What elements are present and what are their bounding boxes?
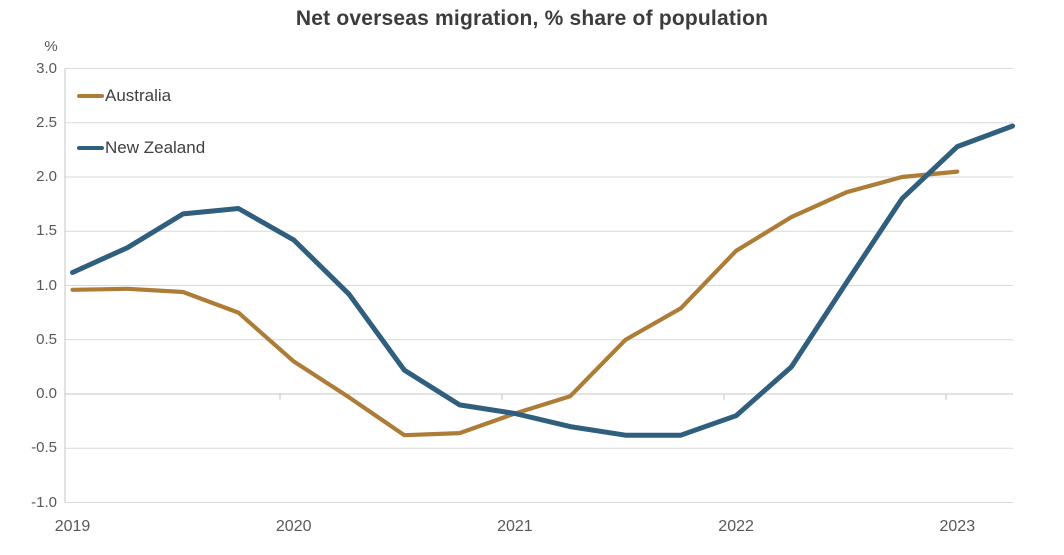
- y-tick-label: -1.0: [31, 493, 57, 511]
- legend-item-new-zealand: New Zealand: [77, 137, 205, 159]
- x-tick-label: 2023: [939, 518, 976, 535]
- x-tick-label: 2019: [54, 518, 91, 535]
- legend-item-australia: Australia: [77, 85, 205, 107]
- y-tick-label: 3.0: [36, 59, 57, 77]
- new-zealand-line-swatch: [77, 146, 104, 150]
- legend-label-new-zealand: New Zealand: [105, 138, 206, 157]
- legend: Australia New Zealand: [77, 85, 205, 189]
- x-tick-label: 2021: [497, 518, 533, 535]
- chart-title: Net overseas migration, % share of popul…: [295, 7, 769, 30]
- y-tick-label: 1.5: [36, 222, 57, 240]
- y-tick-label: 2.0: [36, 168, 57, 185]
- y-tick-label: 2.5: [36, 113, 57, 131]
- y-tick-label: 0.0: [36, 385, 57, 402]
- y-tick-label: 0.5: [36, 330, 57, 348]
- x-tick-label: 2020: [275, 518, 312, 535]
- y-axis-unit-label: %: [44, 38, 58, 55]
- australia-line-swatch: [77, 94, 104, 98]
- y-tick-label: -0.5: [31, 439, 57, 457]
- y-tick-label: 1.0: [36, 276, 57, 294]
- legend-label-australia: Australia: [105, 86, 172, 105]
- x-tick-label: 2022: [718, 518, 754, 535]
- series-line-new-zealand: [70, 123, 1016, 438]
